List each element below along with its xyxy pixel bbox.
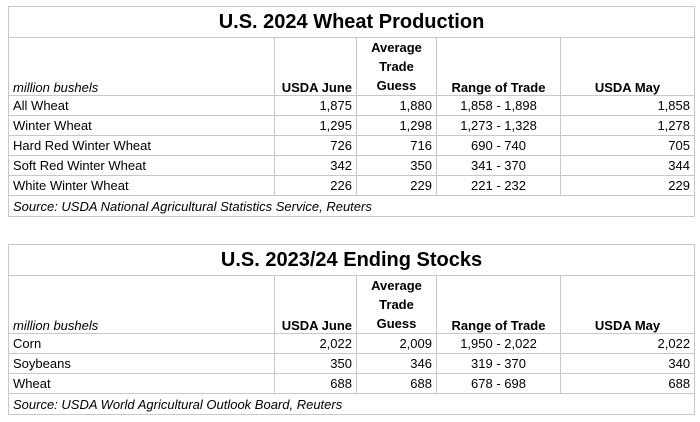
cell-usda-may: 229 [560, 175, 695, 196]
table-title: U.S. 2023/24 Ending Stocks [7, 244, 696, 276]
row-label: White Winter Wheat [8, 175, 275, 196]
cell-usda-may: 1,278 [560, 115, 695, 136]
wheat-production-table: U.S. 2024 Wheat Production million bushe… [8, 6, 695, 217]
col-range-of-trade: Range of Trade [436, 275, 561, 334]
col-average-line1: Average [371, 278, 422, 293]
table-title: U.S. 2024 Wheat Production [8, 6, 695, 38]
cell-usda-june: 688 [274, 373, 357, 394]
row-label: Wheat [8, 373, 275, 394]
unit-label: million bushels [8, 37, 275, 96]
cell-usda-may: 688 [559, 373, 696, 394]
source-note: Source: USDA National Agricultural Stati… [8, 195, 695, 217]
source-note: Source: USDA World Agricultural Outlook … [7, 393, 696, 415]
col-average-line2: Trade [379, 297, 414, 312]
row-label: All Wheat [8, 95, 275, 116]
cell-avg-guess: 350 [356, 155, 437, 176]
row-label: Soybeans [8, 353, 275, 374]
cell-avg-guess: 1,880 [356, 95, 437, 116]
cell-range: 221 - 232 [436, 175, 561, 196]
cell-usda-june: 2,022 [274, 333, 357, 354]
table-row: Hard Red Winter Wheat 726 716 690 - 740 … [8, 135, 695, 156]
cell-usda-june: 350 [274, 353, 357, 374]
table-row: Wheat 688 688 678 - 698 688 [8, 373, 696, 394]
cell-range: 341 - 370 [436, 155, 561, 176]
cell-range: 1,950 - 2,022 [436, 333, 561, 354]
cell-avg-guess: 2,009 [356, 333, 437, 354]
ending-stocks-table: U.S. 2023/24 Ending Stocks million bushe… [7, 244, 696, 415]
table-row: White Winter Wheat 226 229 221 - 232 229 [8, 175, 695, 196]
cell-usda-june: 1,295 [274, 115, 357, 136]
row-label: Winter Wheat [8, 115, 275, 136]
header-row: million bushels USDA June Average Trade … [8, 275, 696, 334]
cell-avg-guess: 1,298 [356, 115, 437, 136]
table-row: Winter Wheat 1,295 1,298 1,273 - 1,328 1… [8, 115, 695, 136]
table-row: All Wheat 1,875 1,880 1,858 - 1,898 1,85… [8, 95, 695, 116]
col-usda-june: USDA June [274, 275, 357, 334]
unit-label: million bushels [8, 275, 275, 334]
col-usda-june: USDA June [274, 37, 357, 96]
cell-range: 1,273 - 1,328 [436, 115, 561, 136]
cell-avg-guess: 229 [356, 175, 437, 196]
cell-avg-guess: 346 [356, 353, 437, 374]
row-label: Corn [8, 333, 275, 354]
cell-usda-june: 726 [274, 135, 357, 156]
table-row: Soft Red Winter Wheat 342 350 341 - 370 … [8, 155, 695, 176]
cell-range: 690 - 740 [436, 135, 561, 156]
col-average-line2: Trade [379, 59, 414, 74]
cell-usda-june: 342 [274, 155, 357, 176]
col-average-line3: Guess [376, 78, 417, 93]
table-row: Corn 2,022 2,009 1,950 - 2,022 2,022 [8, 333, 696, 354]
cell-range: 1,858 - 1,898 [436, 95, 561, 116]
cell-usda-may: 340 [559, 353, 696, 374]
cell-avg-guess: 688 [356, 373, 437, 394]
cell-range: 678 - 698 [436, 373, 561, 394]
col-average-line3: Guess [376, 316, 417, 331]
cell-usda-may: 344 [560, 155, 695, 176]
col-average-trade-guess: Average Trade Guess [356, 37, 437, 96]
cell-avg-guess: 716 [356, 135, 437, 156]
table-row: Soybeans 350 346 319 - 370 340 [8, 353, 696, 374]
header-row: million bushels USDA June Average Trade … [8, 37, 695, 96]
col-usda-may: USDA May [560, 37, 695, 96]
col-average-trade-guess: Average Trade Guess [356, 275, 437, 334]
cell-usda-may: 2,022 [559, 333, 696, 354]
cell-usda-june: 1,875 [274, 95, 357, 116]
row-label: Soft Red Winter Wheat [8, 155, 275, 176]
cell-usda-may: 1,858 [560, 95, 695, 116]
col-range-of-trade: Range of Trade [436, 37, 561, 96]
col-usda-may: USDA May [559, 275, 696, 334]
cell-usda-may: 705 [560, 135, 695, 156]
row-label: Hard Red Winter Wheat [8, 135, 275, 156]
col-average-line1: Average [371, 40, 422, 55]
cell-range: 319 - 370 [436, 353, 561, 374]
cell-usda-june: 226 [274, 175, 357, 196]
